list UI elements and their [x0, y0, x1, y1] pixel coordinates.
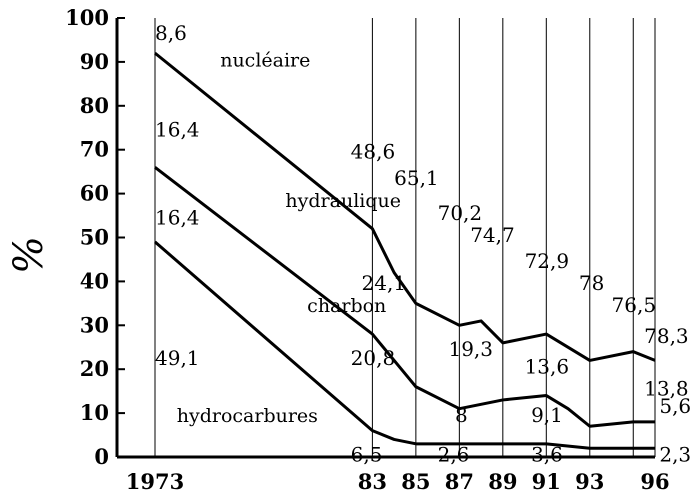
series-line — [154, 240, 655, 450]
x-tick-label: 89 — [488, 469, 517, 494]
annotation-label: 49,1 — [155, 346, 200, 370]
y-tick-label: 0 — [94, 444, 109, 469]
y-tick-label: 80 — [80, 93, 109, 118]
annotation-label: 9,1 — [531, 403, 563, 427]
annotation-label: 72,9 — [525, 249, 570, 273]
annotation-label: 2,3 — [659, 442, 691, 466]
annotation-label: 8,6 — [155, 21, 187, 45]
annotation-label: 20,8 — [351, 346, 396, 370]
annotation-label: 13,8 — [644, 377, 689, 401]
annotation-label: 78 — [579, 271, 604, 295]
y-tick-label: 20 — [80, 356, 109, 381]
annotation-label: hydraulique — [285, 190, 401, 212]
annotation-label: 70,2 — [438, 201, 483, 225]
annotation-label: 3,6 — [531, 442, 563, 466]
annotation-label: 76,5 — [612, 293, 657, 317]
annotation-label: 16,4 — [155, 118, 200, 142]
y-tick-label: 60 — [80, 181, 109, 206]
annotation-label: 48,6 — [351, 139, 396, 163]
annotation-label: 74,7 — [470, 223, 515, 247]
annotation-label: 6,5 — [351, 442, 383, 466]
y-tick-label: 30 — [80, 312, 109, 337]
annotation-label: 2,6 — [438, 442, 470, 466]
annotation-label: 65,1 — [394, 166, 439, 190]
annotation-label: 5,6 — [659, 394, 691, 418]
x-tick-label: 91 — [532, 469, 561, 494]
x-tick-label: 85 — [401, 469, 430, 494]
y-tick-label: 10 — [80, 400, 109, 425]
y-tick-label: 100 — [65, 5, 109, 30]
annotation-label: 19,3 — [448, 337, 493, 361]
x-tick-label: 93 — [575, 469, 604, 494]
y-axis-label: % — [6, 236, 52, 274]
series-line — [154, 166, 655, 428]
y-tick-label: 50 — [80, 225, 109, 250]
annotation-label: 16,4 — [155, 205, 200, 229]
y-tick-label: 70 — [80, 137, 109, 162]
axes — [115, 18, 655, 459]
x-tick-label: 96 — [640, 469, 669, 494]
series-lines — [154, 51, 656, 450]
grid-lines — [154, 18, 656, 457]
x-tick-label: 87 — [445, 469, 474, 494]
annotation-label: 13,6 — [525, 355, 570, 379]
y-tick-label: 90 — [80, 49, 109, 74]
annotation-label: 24,1 — [362, 271, 407, 295]
x-ticks: 1973 83 85 87 89 91 93 96 — [126, 469, 670, 494]
series-line — [154, 51, 656, 362]
x-tick-label: 1973 — [126, 469, 184, 494]
y-tick-label: 40 — [80, 268, 109, 293]
annotation-label: nucléaire — [220, 49, 310, 71]
annotation-label: hydrocarbures — [177, 405, 318, 427]
annotation-label: 8 — [455, 403, 468, 427]
x-tick-label: 83 — [358, 469, 387, 494]
annotation-label: 78,3 — [644, 324, 689, 348]
annotations: 8,6 nucléaire 16,4 16,4 hydraulique 48,6 65,1 7… — [155, 21, 691, 466]
y-ticks: 0 10 20 30 40 50 60 70 80 90 100 — [65, 5, 125, 469]
annotation-label: charbon — [307, 295, 386, 317]
